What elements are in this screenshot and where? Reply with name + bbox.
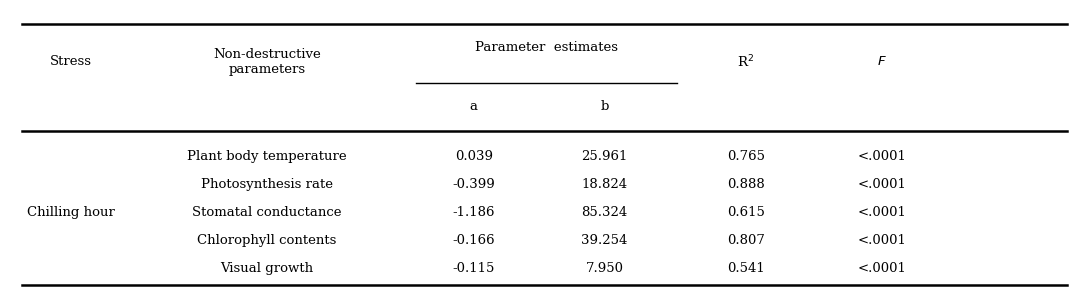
Text: Plant body temperature: Plant body temperature <box>187 150 346 163</box>
Text: $\mathit{F}$: $\mathit{F}$ <box>878 55 886 68</box>
Text: 25.961: 25.961 <box>582 150 627 163</box>
Text: -0.399: -0.399 <box>452 178 495 191</box>
Text: Chilling hour: Chilling hour <box>27 206 114 219</box>
Text: <.0001: <.0001 <box>858 206 906 219</box>
Text: 0.888: 0.888 <box>727 178 764 191</box>
Text: 7.950: 7.950 <box>586 262 623 275</box>
Text: <.0001: <.0001 <box>858 262 906 275</box>
Text: 85.324: 85.324 <box>582 206 627 219</box>
Text: b: b <box>600 100 609 113</box>
Text: a: a <box>469 100 478 113</box>
Text: Visual growth: Visual growth <box>220 262 314 275</box>
Text: 0.807: 0.807 <box>727 234 764 247</box>
Text: 18.824: 18.824 <box>582 178 627 191</box>
Text: 0.541: 0.541 <box>727 262 764 275</box>
Text: -0.166: -0.166 <box>452 234 495 247</box>
Text: 0.615: 0.615 <box>727 206 764 219</box>
Text: <.0001: <.0001 <box>858 178 906 191</box>
Text: -1.186: -1.186 <box>452 206 495 219</box>
Text: -0.115: -0.115 <box>453 262 494 275</box>
Text: Stomatal conductance: Stomatal conductance <box>192 206 342 219</box>
Text: 39.254: 39.254 <box>582 234 627 247</box>
Text: Parameter  estimates: Parameter estimates <box>475 41 619 54</box>
Text: 0.765: 0.765 <box>727 150 764 163</box>
Text: Chlorophyll contents: Chlorophyll contents <box>197 234 337 247</box>
Text: <.0001: <.0001 <box>858 150 906 163</box>
Text: Stress: Stress <box>50 55 91 68</box>
Text: 0.039: 0.039 <box>455 150 492 163</box>
Text: <.0001: <.0001 <box>858 234 906 247</box>
Text: Photosynthesis rate: Photosynthesis rate <box>200 178 333 191</box>
Text: R$^2$: R$^2$ <box>737 54 755 70</box>
Text: Non-destructive
parameters: Non-destructive parameters <box>213 48 320 76</box>
